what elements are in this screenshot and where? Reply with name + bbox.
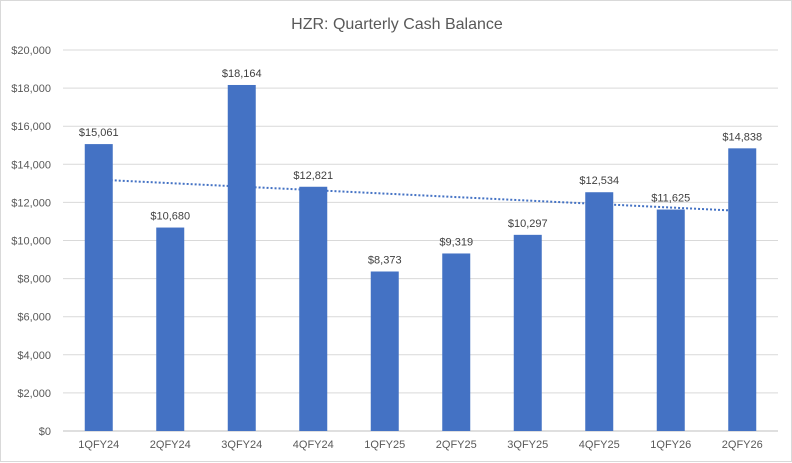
x-tick-label: 2QFY24 [150, 439, 191, 451]
y-tick-label: $0 [39, 426, 51, 438]
data-label: $12,534 [579, 175, 619, 187]
bar-4QFY24 [299, 186, 328, 431]
data-label: $14,838 [722, 131, 762, 143]
y-tick-label: $18,000 [11, 83, 51, 95]
data-label: $8,373 [368, 254, 402, 266]
data-label: $10,297 [508, 218, 548, 230]
bar-1QFY26 [656, 209, 685, 431]
bar-3QFY24 [227, 84, 256, 431]
bar-1QFY24 [84, 144, 113, 431]
x-tick-label: 1QFY26 [650, 439, 691, 451]
y-tick-label: $12,000 [11, 197, 51, 209]
y-tick-label: $6,000 [17, 312, 51, 324]
x-tick-label: 2QFY25 [436, 439, 477, 451]
x-tick-label: 3QFY24 [221, 439, 262, 451]
x-tick-label: 3QFY25 [507, 439, 548, 451]
y-tick-label: $20,000 [11, 45, 51, 57]
data-label: $18,164 [222, 68, 262, 80]
x-tick-label: 4QFY25 [579, 439, 620, 451]
y-tick-label: $14,000 [11, 159, 51, 171]
bar-1QFY25 [370, 271, 399, 431]
data-label: $9,319 [439, 236, 473, 248]
y-tick-label: $10,000 [11, 236, 51, 248]
bar-2QFY25 [442, 253, 471, 431]
x-tick-label: 1QFY24 [78, 439, 119, 451]
y-tick-label: $2,000 [17, 388, 51, 400]
y-tick-label: $4,000 [17, 350, 51, 362]
bar-4QFY25 [585, 192, 614, 431]
x-tick-label: 1QFY25 [364, 439, 405, 451]
y-tick-label: $8,000 [17, 274, 51, 286]
bar-3QFY25 [513, 234, 542, 431]
data-label: $11,625 [651, 193, 690, 205]
data-label: $12,821 [293, 170, 333, 182]
y-tick-label: $16,000 [11, 121, 51, 133]
bar-2QFY24 [156, 227, 185, 431]
x-tick-label: 4QFY24 [293, 439, 334, 451]
trendline [98, 178, 743, 213]
data-label: $15,061 [79, 127, 119, 139]
bar-2QFY26 [728, 148, 757, 431]
x-tick-label: 2QFY26 [722, 439, 763, 451]
chart-title: HZR: Quarterly Cash Balance [291, 16, 503, 33]
data-label: $10,680 [150, 211, 190, 223]
